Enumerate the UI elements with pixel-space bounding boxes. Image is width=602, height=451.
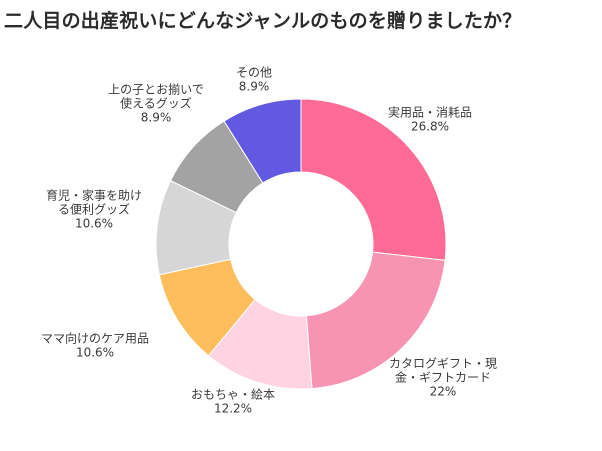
slice-value-label: 10.6% bbox=[75, 217, 113, 231]
donut-slice-1 bbox=[305, 251, 446, 390]
slice-category-label: おもちゃ・絵本 bbox=[191, 387, 275, 402]
slice-category-label: その他 bbox=[236, 66, 272, 80]
slice-value-label: 8.9% bbox=[141, 111, 172, 125]
slice-value-label: 8.9% bbox=[239, 80, 270, 94]
donut-slice-6 bbox=[223, 98, 302, 184]
slice-category-label: カタログギフト・現 bbox=[389, 357, 497, 371]
slice-category-label: る便利グッズ bbox=[58, 202, 130, 217]
slice-value-label: 10.6% bbox=[76, 346, 114, 360]
slice-category-label: 金・ギフトカード bbox=[395, 370, 491, 385]
slice-category-label: 実用品・消耗品 bbox=[388, 105, 472, 120]
slice-category-label: 育児・家事を助け bbox=[46, 188, 142, 203]
slice-category-label: 上の子とお揃いで bbox=[108, 82, 204, 97]
slice-value-label: 22% bbox=[430, 385, 457, 399]
slice-category-label: ママ向けのケア用品 bbox=[41, 331, 149, 346]
chart-title: 二人目の出産祝いにどんなジャンルのものを贈りましたか？ bbox=[4, 10, 522, 32]
donut-slice-0 bbox=[300, 98, 447, 261]
slice-value-label: 12.2% bbox=[214, 402, 252, 416]
slice-value-label: 26.8% bbox=[411, 120, 449, 134]
slice-category-label: 使えるグッズ bbox=[120, 96, 192, 111]
